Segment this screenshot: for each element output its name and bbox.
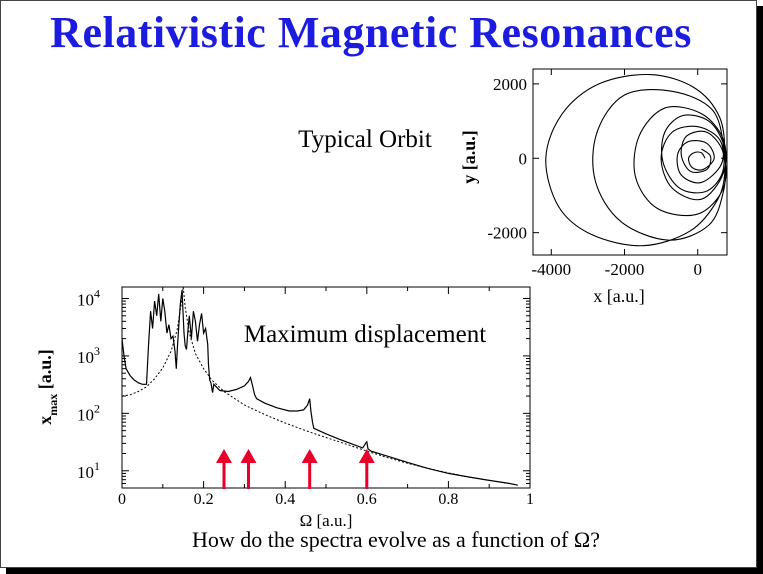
orbit-ytick-label: 2000	[493, 75, 527, 94]
resonance-arrow-head	[301, 449, 318, 463]
resonance-arrow-head	[358, 449, 375, 463]
orbit-line	[545, 73, 727, 247]
disp-ytick-label: 103	[77, 344, 100, 367]
orbit-chart-title: Typical Orbit	[298, 126, 432, 153]
disp-ytick-exp: 3	[94, 344, 100, 358]
orbit-xtick-label: -4000	[531, 260, 571, 279]
disp-xtick-label: 0	[118, 491, 126, 508]
disp-ytick-exp: 4	[94, 286, 100, 300]
resonance-arrow-head	[216, 449, 232, 463]
disp-xtick-label: 1	[526, 491, 534, 508]
disp-ytick-base: 10	[77, 348, 94, 367]
orbit-ytick-label: -2000	[487, 224, 527, 243]
disp-dashed-line	[122, 287, 510, 484]
disp-ylabel-sub: max	[46, 394, 60, 416]
disp-chart-title: Maximum displacement	[244, 321, 486, 348]
disp-ytick-label: 102	[77, 401, 100, 424]
orbit-xlabel: x [a.u.]	[593, 286, 644, 306]
disp-solid-line	[122, 290, 518, 486]
disp-ytick-exp: 2	[94, 401, 100, 415]
disp-ytick-base: 10	[77, 290, 94, 309]
orbit-xtick-label: 0	[693, 260, 702, 279]
disp-ylabel: xmax [a.u.]	[35, 349, 60, 425]
disp-title-bg	[218, 317, 510, 353]
disp-xtick-label: 0.2	[194, 491, 214, 508]
disp-ytick-base: 10	[77, 405, 94, 424]
disp-xtick-label: 0.6	[357, 491, 377, 508]
disp-ytick-base: 10	[77, 463, 94, 482]
disp-xtick-label: 0.4	[275, 491, 295, 508]
orbit-frame	[532, 68, 728, 256]
orbit-ytick-label: 0	[519, 149, 528, 168]
slide-title: Relativistic Magnetic Resonances	[50, 8, 692, 57]
disp-ylabel-var: x	[35, 416, 55, 425]
disp-ytick-label: 101	[77, 459, 100, 482]
disp-ylabel-unit: [a.u.]	[35, 349, 55, 394]
slide-question: How do the spectra evolve as a function …	[192, 527, 600, 552]
resonance-arrow-head	[240, 449, 257, 463]
disp-ytick-exp: 1	[94, 459, 100, 473]
disp-xlabel: Ω [a.u.]	[300, 511, 353, 530]
disp-xtick-label: 0.8	[438, 491, 458, 508]
orbit-ylabel: y [a.u.]	[459, 130, 479, 184]
orbit-xtick-label: -2000	[605, 260, 645, 279]
disp-ytick-label: 104	[77, 286, 100, 309]
